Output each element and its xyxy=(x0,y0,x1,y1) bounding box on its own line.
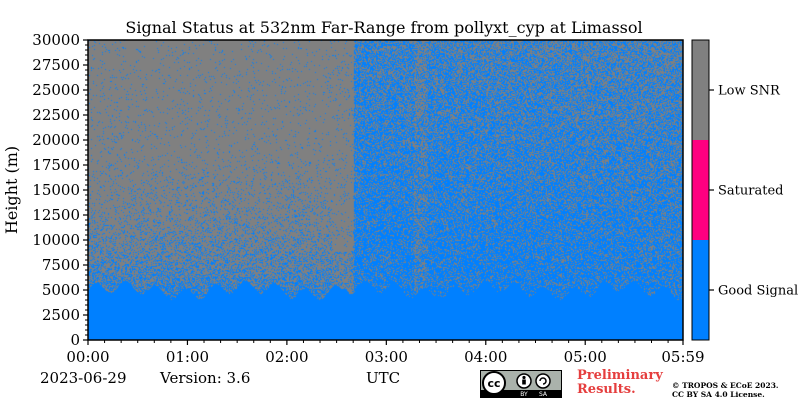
colorbar-segment xyxy=(692,240,709,340)
x-tick-label: 05:59 xyxy=(661,348,704,366)
y-tick-label: 10000 xyxy=(32,231,80,249)
preliminary-note: Preliminary Results. xyxy=(577,369,663,397)
x-tick-label: 04:00 xyxy=(464,348,507,366)
preliminary-line-1: Preliminary xyxy=(577,368,663,383)
y-tick-label: 0 xyxy=(70,331,80,349)
y-tick-label: 7500 xyxy=(42,256,80,274)
y-tick-label: 27500 xyxy=(32,56,80,74)
colorbar-label: Saturated xyxy=(718,184,783,199)
x-tick-label: 02:00 xyxy=(265,348,308,366)
version-label: Version: 3.6 xyxy=(160,369,251,387)
heatmap-raster xyxy=(88,40,683,340)
copyright-line-1: © TROPOS & ECoE 2023. xyxy=(672,381,779,390)
y-tick-label: 12500 xyxy=(32,206,80,224)
preliminary-line-2: Results. xyxy=(577,382,636,397)
x-tick-label: 05:00 xyxy=(564,348,607,366)
colorbar-frame xyxy=(691,39,710,341)
y-tick-label: 22500 xyxy=(32,106,80,124)
colorbar-label: Low SNR xyxy=(718,84,781,99)
copyright-line-2: CC BY SA 4.0 License. xyxy=(672,390,765,399)
x-axis-label: UTC xyxy=(366,369,401,387)
y-tick-label: 17500 xyxy=(32,156,80,174)
heatmap xyxy=(88,40,683,340)
colorbar: Good Signal Saturated Low SNR xyxy=(691,39,798,341)
y-axis: 0 2500 5000 7500 10000 12500 15000 17500 20000 22… xyxy=(32,31,88,349)
cc-badge-sa: SA xyxy=(539,391,548,398)
creative-commons-by-sa-icon: cc BY SA xyxy=(480,370,562,398)
colorbar-label: Good Signal xyxy=(718,284,798,299)
cc-badge-by: BY xyxy=(520,391,528,398)
x-tick-label: 01:00 xyxy=(166,348,209,366)
y-axis-label: Height (m) xyxy=(2,146,21,234)
colorbar-segment xyxy=(692,140,709,240)
y-tick-label: 30000 xyxy=(32,31,80,49)
colorbar-segment xyxy=(692,40,709,140)
copyright-note: © TROPOS & ECoE 2023. CC BY SA 4.0 Licen… xyxy=(672,381,779,399)
cc-badge-text: cc xyxy=(487,377,500,390)
y-tick-label: 25000 xyxy=(32,81,80,99)
x-tick-label: 00:00 xyxy=(66,348,109,366)
date-label: 2023-06-29 xyxy=(40,369,127,387)
y-tick-label: 20000 xyxy=(32,131,80,149)
y-tick-label: 2500 xyxy=(42,306,80,324)
y-tick-label: 15000 xyxy=(32,181,80,199)
x-axis: 00:00 01:00 02:00 03:00 04:00 05:00 05:59 xyxy=(66,340,705,366)
y-tick-label: 5000 xyxy=(42,281,80,299)
chart-title: Signal Status at 532nm Far-Range from po… xyxy=(125,18,642,37)
x-tick-label: 03:00 xyxy=(365,348,408,366)
